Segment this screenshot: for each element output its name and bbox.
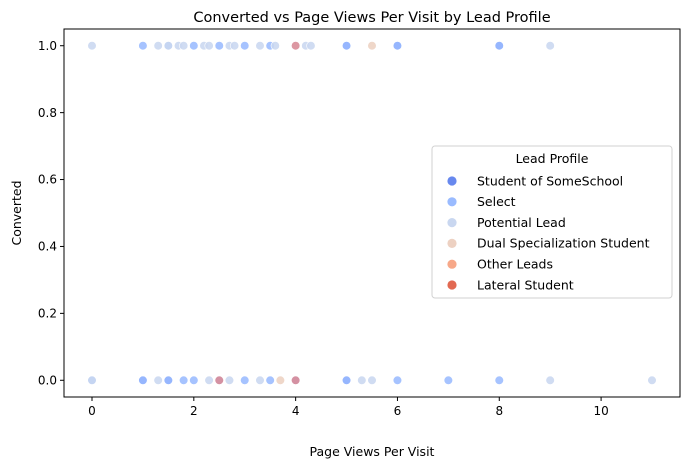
point-select-2 xyxy=(163,375,173,385)
point-select-7 xyxy=(265,375,275,385)
point-potential-lead-0 xyxy=(87,375,97,385)
y-tick-label: 0.6 xyxy=(38,173,57,187)
x-tick-label: 2 xyxy=(190,404,198,418)
chart-title: Converted vs Page Views Per Visit by Lea… xyxy=(193,10,550,26)
legend-marker xyxy=(447,280,457,290)
point-potential-lead-15 xyxy=(204,41,214,51)
point-select-10 xyxy=(392,375,403,385)
point-potential-lead-11 xyxy=(163,41,173,51)
x-tick-label: 8 xyxy=(495,404,503,418)
point-potential-lead-3 xyxy=(224,375,235,385)
legend-label: Potential Lead xyxy=(477,215,566,230)
legend-label: Lateral Student xyxy=(477,277,574,292)
point-potential-lead-13 xyxy=(179,41,189,51)
legend-marker xyxy=(447,259,457,269)
point-select-19 xyxy=(341,41,352,51)
point-select-20 xyxy=(392,41,403,51)
point-select-6 xyxy=(240,375,250,385)
legend-title: Lead Profile xyxy=(516,151,589,166)
legend-marker xyxy=(447,176,457,186)
point-overlap-0-1 xyxy=(291,375,301,385)
legend-label: Other Leads xyxy=(477,257,553,272)
legend-label: Select xyxy=(477,194,516,209)
x-tick-label: 0 xyxy=(88,404,96,418)
legend-marker xyxy=(447,238,457,248)
y-tick-label: 0.0 xyxy=(38,373,57,387)
point-potential-lead-6 xyxy=(367,375,377,385)
point-potential-lead-19 xyxy=(270,41,280,51)
point-select-11 xyxy=(443,375,453,385)
plot-frame xyxy=(63,28,681,398)
point-potential-lead-17 xyxy=(229,41,240,51)
legend-box xyxy=(431,145,673,299)
legend-label: Student of SomeSchool xyxy=(477,173,623,188)
point-potential-lead-9 xyxy=(87,41,97,51)
y-axis: 0.0 0.2 0.4 0.6 0.8 1.0 xyxy=(38,39,64,387)
point-select-3 xyxy=(179,375,189,385)
point-select-12 xyxy=(494,375,504,385)
point-potential-lead-4 xyxy=(255,375,265,385)
point-dual-specialization-student-1 xyxy=(367,41,377,51)
y-tick-label: 1.0 xyxy=(38,39,57,53)
point-dual-specialization-student-0 xyxy=(275,375,285,385)
y-tick-label: 0.2 xyxy=(38,307,57,321)
point-potential-lead-21 xyxy=(306,41,316,51)
point-potential-lead-5 xyxy=(357,375,367,385)
point-select-16 xyxy=(214,41,224,51)
legend-marker xyxy=(447,197,457,207)
point-potential-lead-22 xyxy=(545,41,555,51)
point-potential-lead-18 xyxy=(255,41,265,51)
point-select-4 xyxy=(189,375,199,385)
point-overlap-0-2 xyxy=(291,41,301,51)
y-axis-label: Converted xyxy=(9,180,24,245)
x-axis: 0 2 4 6 8 10 xyxy=(88,397,609,418)
legend: Lead Profile Student of SomeSchool Select… xyxy=(431,145,673,299)
point-select-21 xyxy=(494,41,504,51)
point-select-1 xyxy=(138,375,148,385)
point-potential-lead-7 xyxy=(545,375,555,385)
legend-entries: Student of SomeSchool Select Potential Lea… xyxy=(447,173,650,292)
point-select-17 xyxy=(240,41,250,51)
y-tick-label: 0.4 xyxy=(38,240,57,254)
x-tick-label: 4 xyxy=(292,404,300,418)
point-overlap-0-0 xyxy=(214,375,224,385)
point-select-13 xyxy=(138,41,148,51)
point-select-9 xyxy=(341,375,352,385)
point-potential-lead-2 xyxy=(204,375,214,385)
legend-label: Dual Specialization Student xyxy=(477,236,650,251)
x-axis-label: Page Views Per Visit xyxy=(310,444,435,459)
point-potential-lead-1 xyxy=(153,375,163,385)
x-tick-label: 6 xyxy=(394,404,402,418)
legend-marker xyxy=(447,218,457,228)
points-layer xyxy=(87,41,657,385)
y-tick-label: 0.8 xyxy=(38,106,57,120)
point-potential-lead-10 xyxy=(153,41,163,51)
x-tick-label: 10 xyxy=(593,404,608,418)
point-potential-lead-8 xyxy=(647,375,657,385)
point-select-15 xyxy=(189,41,199,51)
